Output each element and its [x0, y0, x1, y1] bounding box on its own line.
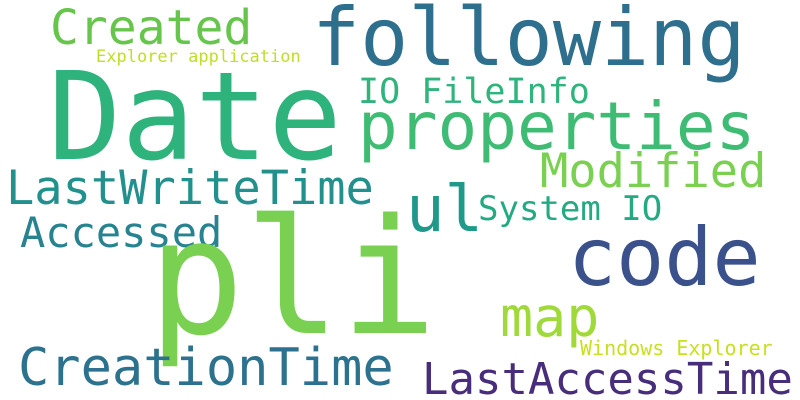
- word-following: following: [312, 0, 746, 84]
- word-pli: pli: [148, 184, 437, 371]
- word-accessed: Accessed: [20, 208, 223, 257]
- word-created: Created: [50, 0, 253, 56]
- word-explorer-application: Explorer application: [96, 47, 301, 67]
- word-date: Date: [48, 46, 342, 188]
- word-windows-explorer: Windows Explorer: [580, 336, 773, 360]
- word-creationtime: CreationTime: [18, 338, 394, 398]
- word-code: code: [568, 211, 761, 304]
- word-system-io: System IO: [478, 189, 663, 229]
- word-lastaccesstime: LastAccessTime: [422, 354, 793, 400]
- word-map: map: [500, 285, 600, 349]
- word-lastwritetime: LastWriteTime: [6, 161, 374, 216]
- word-properties: properties: [358, 88, 756, 165]
- word-modified: Modified: [540, 144, 767, 199]
- word-io-fileinfo: IO FileInfo: [358, 72, 590, 112]
- word-ul: ul: [406, 173, 484, 247]
